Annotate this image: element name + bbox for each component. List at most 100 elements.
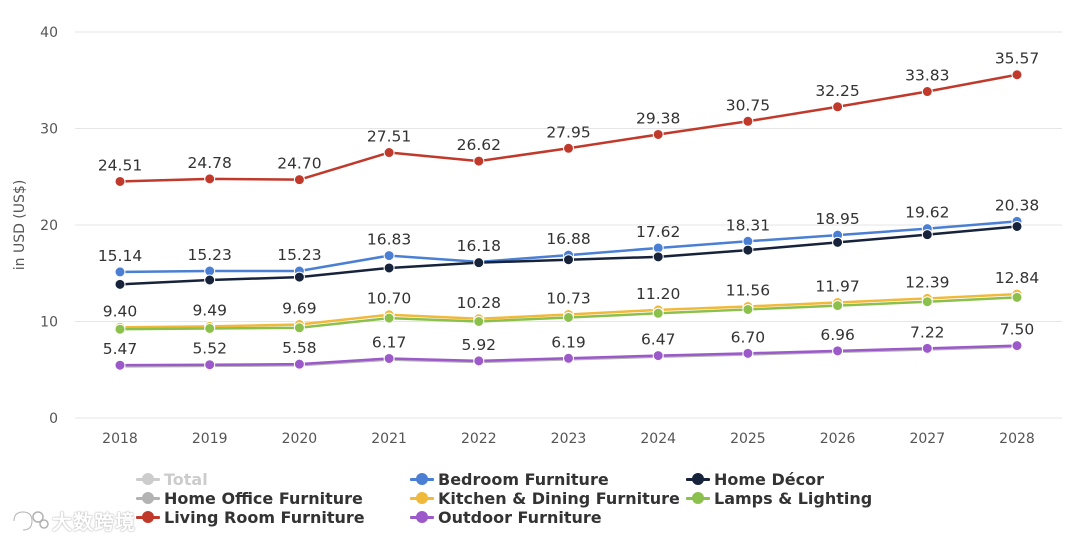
- data-label: 7.22: [910, 323, 945, 341]
- series-home-d-cor: [114, 220, 1023, 290]
- data-label: 6.70: [731, 328, 766, 346]
- watermark-logo-icon: [12, 509, 49, 531]
- y-axis-label: in USD (US$): [12, 180, 28, 271]
- x-tick-label: 2020: [282, 431, 318, 447]
- legend-label: Living Room Furniture: [164, 508, 365, 527]
- data-point: [563, 311, 574, 323]
- data-label: 5.58: [282, 339, 317, 357]
- legend-label: Home Décor: [714, 470, 824, 489]
- legend-item-bedroom-furniture[interactable]: Bedroom Furniture: [410, 470, 609, 489]
- data-point: [1011, 220, 1023, 232]
- y-tick-label: 10: [40, 315, 58, 331]
- data-point: [114, 175, 126, 187]
- legend-label: Total: [164, 470, 208, 489]
- watermark: 大数跨境: [8, 506, 136, 535]
- data-label: 11.56: [726, 281, 770, 299]
- data-point: [652, 251, 664, 263]
- data-label: 9.49: [192, 301, 227, 319]
- data-point: [652, 128, 664, 140]
- y-tick-label: 0: [49, 411, 58, 427]
- data-point: [742, 115, 754, 127]
- legend-marker-icon: [410, 489, 434, 508]
- data-point: [204, 173, 216, 185]
- data-point: [921, 86, 933, 98]
- data-label: 16.18: [457, 237, 501, 255]
- legend-label: Bedroom Furniture: [438, 470, 609, 489]
- data-label: 27.51: [367, 128, 411, 146]
- legend-label: Home Office Furniture: [164, 489, 363, 508]
- legend-item-home-office-furniture[interactable]: Home Office Furniture: [136, 489, 363, 508]
- data-label: 11.97: [815, 277, 859, 295]
- data-label: 5.52: [192, 340, 227, 358]
- data-point: [1011, 340, 1023, 352]
- data-label: 18.31: [726, 216, 770, 234]
- data-point: [293, 322, 305, 334]
- x-tick-label: 2018: [102, 431, 138, 447]
- data-point: [1011, 69, 1023, 81]
- legend-marker-icon: [410, 470, 434, 489]
- legend-item-home-decor[interactable]: Home Décor: [686, 470, 824, 489]
- x-tick-label: 2025: [730, 431, 766, 447]
- legend-item-outdoor-furniture[interactable]: Outdoor Furniture: [410, 508, 602, 527]
- data-point: [293, 174, 305, 186]
- data-point: [383, 147, 395, 159]
- legend-marker-icon: [686, 489, 710, 508]
- data-label: 15.14: [98, 247, 142, 265]
- data-label: 10.70: [367, 290, 411, 308]
- data-label: 10.73: [546, 289, 590, 307]
- data-label: 10.28: [457, 294, 501, 312]
- data-point: [921, 296, 933, 308]
- data-label: 9.69: [282, 299, 317, 317]
- data-label: 35.57: [995, 50, 1039, 68]
- data-point: [473, 316, 485, 327]
- data-point: [473, 355, 485, 367]
- y-tick-label: 30: [40, 122, 58, 138]
- data-label: 7.50: [1000, 321, 1035, 339]
- data-label: 9.40: [103, 302, 138, 320]
- legend-item-total[interactable]: Total: [136, 470, 208, 489]
- chart-legend: Total Home Office Furniture Living Room …: [0, 468, 1080, 528]
- data-label: 30.75: [726, 96, 770, 114]
- data-point: [114, 266, 126, 278]
- data-point: [114, 278, 126, 290]
- data-point: [383, 352, 395, 364]
- x-tick-label: 2019: [192, 431, 228, 447]
- data-label: 16.88: [546, 230, 590, 248]
- data-label: 24.51: [98, 156, 142, 174]
- data-point: [921, 342, 933, 354]
- data-point: [204, 274, 216, 286]
- data-point: [1011, 291, 1023, 303]
- x-tick-label: 2028: [999, 431, 1035, 447]
- watermark-text: 大数跨境: [52, 510, 136, 534]
- data-point: [114, 323, 126, 335]
- x-tick-label: 2024: [640, 431, 676, 447]
- data-point: [742, 244, 754, 256]
- data-point: [742, 347, 754, 359]
- data-label: 20.38: [995, 196, 1039, 214]
- data-point: [383, 312, 395, 324]
- data-point: [563, 352, 574, 364]
- data-label: 6.17: [372, 333, 407, 351]
- data-point: [293, 358, 305, 370]
- data-point: [383, 262, 395, 274]
- legend-item-kitchen-dining-furniture[interactable]: Kitchen & Dining Furniture: [410, 489, 680, 508]
- legend-label: Outdoor Furniture: [438, 508, 602, 527]
- data-label: 12.84: [995, 269, 1039, 287]
- legend-marker-icon: [410, 508, 434, 527]
- series-living-room-furniture: [114, 69, 1023, 187]
- legend-item-living-room-furniture[interactable]: Living Room Furniture: [136, 508, 365, 527]
- legend-item-lamps-lighting[interactable]: Lamps & Lighting: [686, 489, 872, 508]
- data-point: [652, 307, 664, 319]
- data-point: [652, 350, 664, 362]
- data-point: [204, 322, 216, 334]
- data-label: 24.70: [277, 155, 321, 173]
- data-label: 17.62: [636, 223, 680, 241]
- series-outdoor-furniture: [114, 340, 1023, 371]
- y-tick-label: 20: [40, 218, 58, 234]
- x-tick-label: 2027: [909, 431, 945, 447]
- data-point: [114, 359, 126, 371]
- data-point: [204, 359, 216, 371]
- legend-label: Kitchen & Dining Furniture: [438, 489, 680, 508]
- y-tick-label: 40: [40, 25, 58, 41]
- series-lamps-lighting: [114, 291, 1023, 335]
